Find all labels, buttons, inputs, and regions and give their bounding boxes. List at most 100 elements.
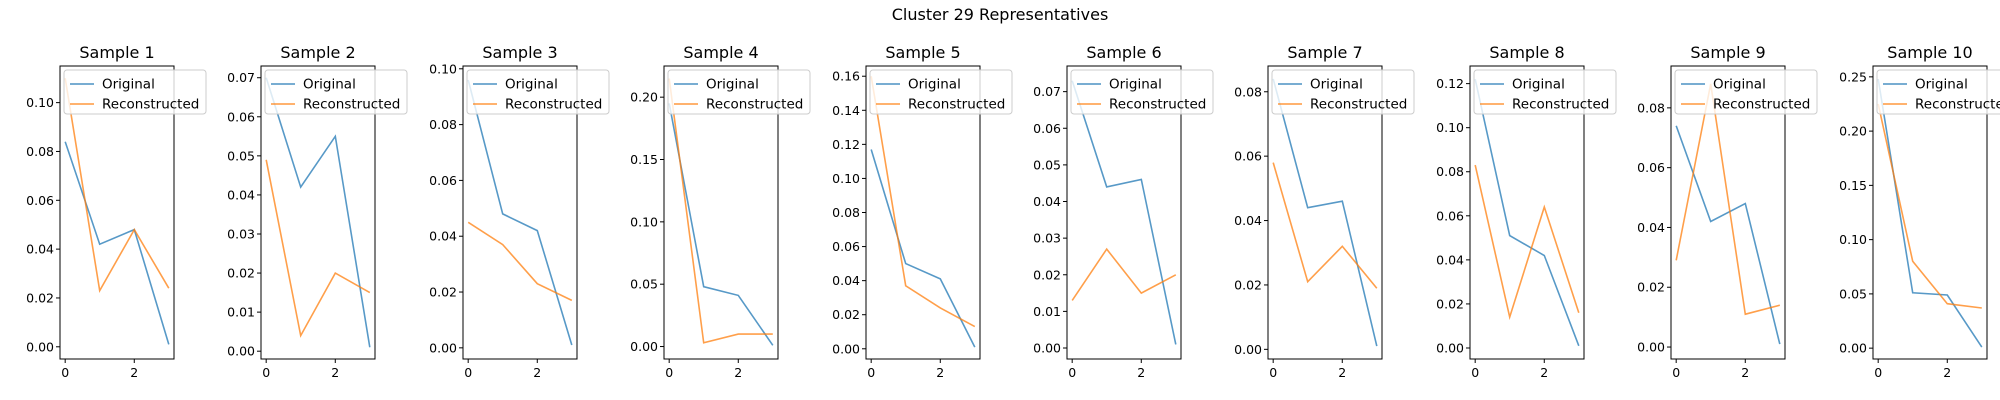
y-tick-label: 0.01: [1033, 304, 1061, 319]
original-series-line: [1877, 78, 1983, 348]
subplot-title: Sample 4: [683, 43, 758, 62]
reconstructed-series-line: [1272, 162, 1378, 289]
subplot-6: Sample 6 0.00 0.01 0.02 0.03 0.04 0.05 0.06 0.07…: [1033, 43, 1214, 380]
x-tick-label: 0: [1672, 365, 1680, 380]
legend: Original Reconstructed: [1070, 69, 1214, 115]
axes-frame: [1872, 65, 1988, 360]
subplot-8: Sample 8 0.00 0.02 0.04 0.06 0.08 0.10 0.12 0 2 Or…: [1436, 43, 1617, 380]
y-tick-label: 0.04: [1234, 213, 1262, 228]
y-tick-label: 0.10: [26, 95, 54, 110]
y-tick-label: 0.08: [26, 144, 54, 159]
x-tick-label: 2: [734, 365, 742, 380]
original-series-line: [870, 149, 976, 348]
legend-box: [63, 69, 207, 115]
legend-reconstructed-label: Reconstructed: [1310, 97, 1407, 113]
y-tick-label: 0.01: [227, 305, 255, 320]
subplot-title: Sample 5: [885, 43, 960, 62]
legend: Original Reconstructed: [1876, 69, 2000, 115]
y-tick-label: 0.04: [832, 273, 860, 288]
y-tick-label: 0.25: [1839, 69, 1867, 84]
original-series-line: [1071, 80, 1177, 345]
legend-original-label: Original: [1915, 77, 1968, 93]
subplot-1: Sample 1 0.00 0.02 0.04 0.06 0.08 0.10 0 2 Origin…: [26, 43, 207, 380]
y-tick-label: 0.20: [630, 90, 658, 105]
x-tick-label: 2: [1943, 365, 1951, 380]
y-tick-label: 0.00: [1637, 340, 1665, 355]
axes-frame: [663, 65, 779, 360]
y-tick-label: 0.02: [227, 266, 255, 281]
y-tick-label: 0.15: [1839, 178, 1867, 193]
y-tick-label: 0.05: [630, 277, 658, 292]
reconstructed-series-line: [870, 76, 976, 328]
x-tick-label: 2: [533, 365, 541, 380]
axes-frame: [462, 65, 578, 360]
y-tick-label: 0.06: [1637, 160, 1665, 175]
y-tick-label: 0.12: [832, 137, 860, 152]
y-tick-label: 0.10: [429, 61, 457, 76]
legend-original-label: Original: [1713, 77, 1766, 93]
subplot-7: Sample 7 0.00 0.02 0.04 0.06 0.08 0 2 Original Re…: [1234, 43, 1415, 380]
original-series-line: [265, 77, 371, 348]
x-tick-label: 0: [464, 365, 472, 380]
axes-frame: [260, 65, 376, 360]
y-tick-label: 0.08: [429, 117, 457, 132]
y-tick-label: 0.12: [1436, 76, 1464, 91]
axes-frame: [1670, 65, 1786, 360]
y-tick-label: 0.07: [227, 70, 255, 85]
legend: Original Reconstructed: [1271, 69, 1415, 115]
y-tick-label: 0.20: [1839, 124, 1867, 139]
y-tick-label: 0.04: [26, 242, 54, 257]
y-tick-label: 0.02: [1033, 267, 1061, 282]
y-tick-label: 0.06: [429, 173, 457, 188]
subplot-10: Sample 10 0.00 0.05 0.10 0.15 0.20 0.25 0 2 Origi…: [1839, 43, 2000, 380]
x-tick-label: 0: [665, 365, 673, 380]
y-tick-label: 0.08: [1234, 84, 1262, 99]
legend-box: [1674, 69, 1818, 115]
y-tick-label: 0.02: [1436, 296, 1464, 311]
x-tick-label: 0: [1269, 365, 1277, 380]
y-tick-label: 0.02: [26, 290, 54, 305]
y-tick-label: 0.00: [1436, 340, 1464, 355]
legend-reconstructed-label: Reconstructed: [1109, 97, 1206, 113]
subplot-title: Sample 8: [1489, 43, 1564, 62]
y-tick-label: 0.14: [832, 103, 860, 118]
y-tick-label: 0.02: [1234, 277, 1262, 292]
y-tick-label: 0.04: [1637, 220, 1665, 235]
subplot-grid: Sample 1 0.00 0.02 0.04 0.06 0.08 0.10 0 2 Origin…: [26, 43, 2000, 380]
original-series-line: [64, 141, 170, 345]
axes-frame: [1469, 65, 1585, 360]
legend-reconstructed-label: Reconstructed: [908, 97, 1005, 113]
reconstructed-series-line: [64, 78, 170, 293]
reconstructed-series-line: [1877, 103, 1982, 309]
y-tick-label: 0.10: [1436, 120, 1464, 135]
original-series-line: [668, 103, 774, 346]
legend: Original Reconstructed: [264, 69, 408, 115]
y-tick-label: 0.08: [832, 205, 860, 220]
axes-frame: [865, 65, 981, 360]
y-tick-label: 0.10: [832, 171, 860, 186]
legend: Original Reconstructed: [63, 69, 207, 115]
y-tick-label: 0.15: [630, 152, 658, 167]
x-tick-label: 2: [936, 365, 944, 380]
y-tick-label: 0.00: [26, 339, 54, 354]
y-tick-label: 0.08: [1637, 100, 1665, 115]
y-tick-label: 0.00: [1033, 341, 1061, 356]
legend-original-label: Original: [505, 77, 558, 93]
y-tick-label: 0.03: [1033, 231, 1061, 246]
legend-original-label: Original: [1109, 77, 1162, 93]
subplot-title: Sample 2: [280, 43, 355, 62]
legend-box: [1271, 69, 1415, 115]
original-series-line: [1272, 78, 1378, 347]
x-tick-label: 0: [1471, 365, 1479, 380]
y-tick-label: 0.00: [1234, 342, 1262, 357]
y-tick-label: 0.04: [1033, 194, 1061, 209]
y-tick-label: 0.00: [227, 344, 255, 359]
x-tick-label: 0: [1874, 365, 1882, 380]
legend-original-label: Original: [1512, 77, 1565, 93]
y-tick-label: 0.06: [227, 109, 255, 124]
x-tick-label: 2: [331, 365, 339, 380]
legend: Original Reconstructed: [1473, 69, 1617, 115]
y-tick-label: 0.06: [832, 239, 860, 254]
legend-reconstructed-label: Reconstructed: [1512, 97, 1609, 113]
